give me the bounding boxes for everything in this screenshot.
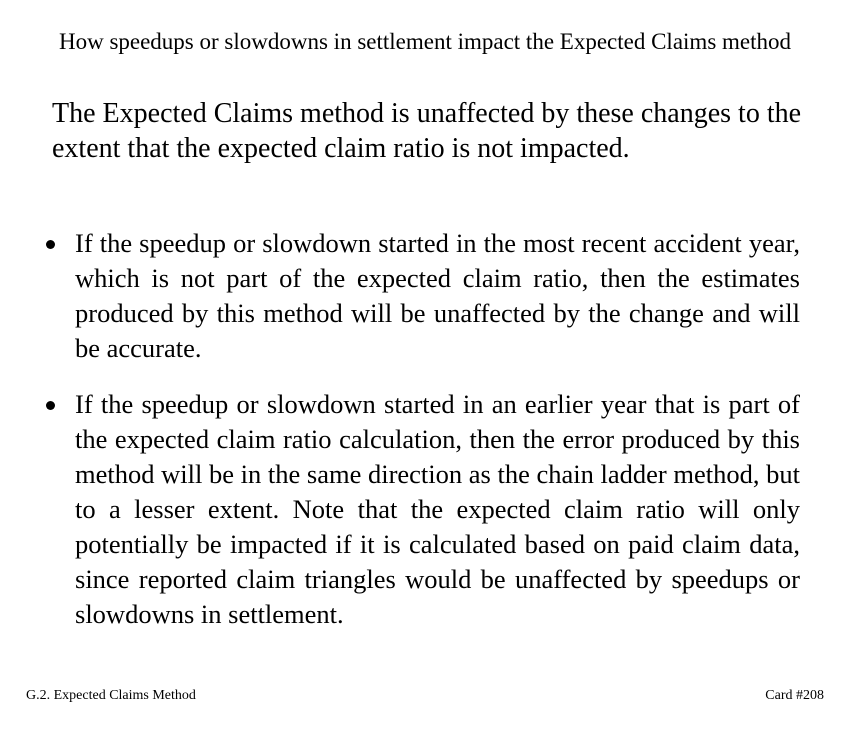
bullet-list: If the speedup or slowdown started in th…: [44, 226, 800, 653]
intro-paragraph: The Expected Claims method is unaffected…: [52, 98, 802, 164]
bullet-item: If the speedup or slowdown started in an…: [44, 387, 800, 632]
bullet-item: If the speedup or slowdown started in th…: [44, 226, 800, 366]
bullet-text: If the speedup or slowdown started in th…: [75, 228, 800, 363]
card-title: How speedups or slowdowns in settlement …: [58, 29, 792, 54]
footer-section-label: G.2. Expected Claims Method: [26, 688, 196, 703]
bullet-text: If the speedup or slowdown started in an…: [75, 389, 800, 629]
footer-card-number: Card #208: [765, 688, 824, 703]
bullet-dot-icon: [46, 401, 55, 410]
bullet-dot-icon: [46, 240, 55, 249]
